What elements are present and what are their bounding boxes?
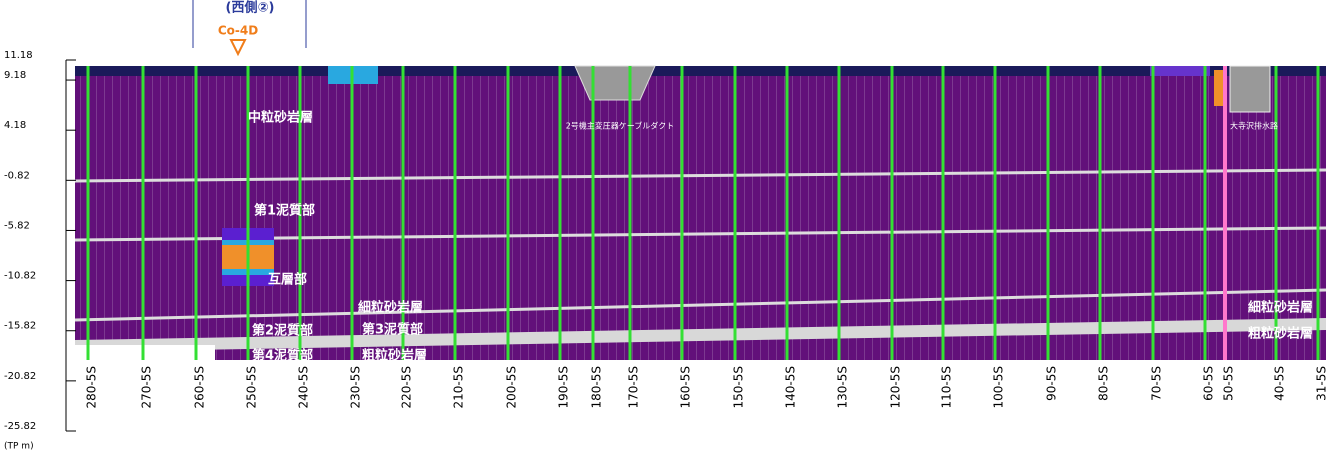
surface-layer: [75, 66, 1326, 76]
section-label: 230-5S: [349, 366, 363, 409]
structure-label: 大寺沢排水路: [1230, 121, 1278, 131]
layer-label: 細粒砂岩層: [358, 300, 423, 316]
tick-label: -10.82: [4, 271, 36, 282]
tick-label: 11.18: [4, 50, 33, 61]
layer-label: 粗粒砂岩層: [1248, 326, 1313, 342]
section-label: 120-5S: [889, 366, 903, 409]
layer-label: 互層部: [268, 272, 307, 288]
drain: [1229, 65, 1271, 113]
mud-band: [75, 318, 1326, 352]
section-label: 31-5S: [1315, 366, 1326, 401]
layer-label: 第3泥質部: [362, 322, 423, 338]
layer-label: 粗粒砂岩層: [362, 348, 427, 364]
boundary: [74, 168, 1326, 183]
tick-label: 9.18: [4, 70, 26, 81]
mesh: [75, 66, 1326, 360]
section-label: 40-5S: [1273, 366, 1287, 401]
tick-label: -0.82: [4, 170, 30, 181]
axis-unit: (TP m): [4, 442, 34, 452]
cut: [75, 345, 215, 360]
surface-fill: [1150, 66, 1210, 76]
section-label: 90-5S: [1045, 366, 1059, 401]
boundary: [74, 288, 1326, 322]
tick-label: -5.82: [4, 220, 30, 231]
section-label: 140-5S: [784, 366, 798, 409]
borehole-marker: [229, 39, 247, 57]
section-label: 190-5S: [557, 366, 571, 409]
section-label: 280-5S: [85, 366, 99, 409]
structure-label: 2号機主変圧器ケーブルダクト: [566, 121, 675, 131]
layer-label: 中粒砂岩層: [248, 110, 313, 126]
layer-label: 第2泥質部: [252, 323, 313, 339]
tick-label: 4.18: [4, 120, 26, 131]
section-label: 60-5S: [1202, 366, 1216, 401]
section-label: 260-5S: [193, 366, 207, 409]
section-label: 160-5S: [679, 366, 693, 409]
section-label: 130-5S: [836, 366, 850, 409]
tick-label: -15.82: [4, 321, 36, 332]
side-label: (西側②): [226, 0, 275, 16]
borehole-label: Co-4D: [218, 24, 258, 38]
boundary: [74, 226, 1326, 242]
section-label: 250-5S: [245, 366, 259, 409]
section-label: 110-5S: [940, 366, 954, 409]
duct: [574, 65, 656, 101]
section-label: 100-5S: [992, 366, 1006, 409]
layer-label: 細粒砂岩層: [1248, 300, 1313, 316]
section-label: 70-5S: [1150, 366, 1164, 401]
section-label: 80-5S: [1097, 366, 1111, 401]
section-label: 270-5S: [140, 366, 154, 409]
section-label: 240-5S: [297, 366, 311, 409]
section-label: 50-5S: [1222, 366, 1236, 401]
layer-label: 第4泥質部: [252, 348, 313, 364]
tick-label: -25.82: [4, 421, 36, 432]
section-label: 170-5S: [627, 366, 641, 409]
section-label: 220-5S: [400, 366, 414, 409]
section-label: 180-5S: [590, 366, 604, 409]
section-label: 150-5S: [732, 366, 746, 409]
section-label: 210-5S: [452, 366, 466, 409]
section-label: 200-5S: [505, 366, 519, 409]
tick-label: -20.82: [4, 371, 36, 382]
layer-label: 第1泥質部: [254, 203, 315, 219]
